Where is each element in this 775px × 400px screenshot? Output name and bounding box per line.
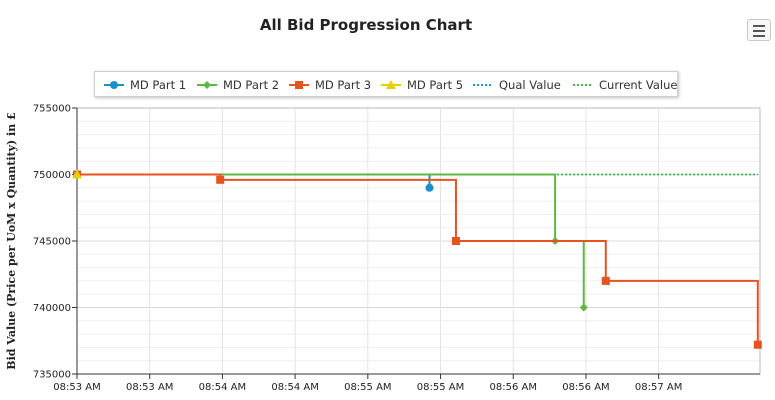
x-tick-label: 08:55 AM bbox=[344, 382, 391, 393]
legend-marker[interactable] bbox=[203, 81, 211, 89]
x-tick-label: 08:54 AM bbox=[199, 382, 246, 393]
data-point[interactable] bbox=[451, 237, 460, 245]
y-tick-label: 735000 bbox=[33, 370, 71, 381]
legend-label: MD Part 2 bbox=[223, 78, 280, 92]
hamburger-menu-icon-bar bbox=[753, 30, 765, 32]
legend-dotted-line-icon bbox=[573, 84, 593, 86]
legend-marker-circle-icon bbox=[104, 81, 124, 89]
data-point[interactable] bbox=[216, 175, 225, 184]
x-tick-label: 08:53 AM bbox=[126, 382, 173, 393]
data-point[interactable] bbox=[579, 303, 588, 312]
legend-marker[interactable] bbox=[110, 81, 118, 89]
y-tick-label: 745000 bbox=[33, 237, 71, 248]
legend-item-qual-value[interactable]: Qual Value bbox=[472, 78, 561, 92]
legend-marker-diamond-icon bbox=[197, 81, 217, 89]
legend-dotted-line-icon bbox=[473, 84, 493, 86]
series-line bbox=[77, 173, 431, 188]
chart-legend: MD Part 1 MD Part 2 MD Part 3 MD Part 5 … bbox=[94, 71, 678, 97]
legend-item-md-part-2[interactable]: MD Part 2 bbox=[196, 78, 282, 92]
legend-label: Qual Value bbox=[499, 78, 561, 92]
grid bbox=[76, 107, 760, 375]
legend-item-current-value[interactable]: Current Value bbox=[572, 78, 677, 92]
legend-marker[interactable] bbox=[386, 80, 396, 89]
y-tick-label: 755000 bbox=[33, 104, 71, 115]
x-tick-label: 08:57 AM bbox=[635, 382, 682, 393]
y-tick-label: 750000 bbox=[33, 170, 71, 181]
legend-label: Current Value bbox=[599, 78, 678, 92]
chart-title: All Bid Progression Chart bbox=[259, 16, 473, 34]
y-axis-title: Bid Value (Price per UoM x Quantity) in … bbox=[5, 112, 18, 369]
x-tick-label: 08:55 AM bbox=[417, 382, 464, 393]
hamburger-menu-icon bbox=[753, 25, 765, 27]
hamburger-menu-icon-bar bbox=[753, 35, 765, 37]
legend-item-md-part-1[interactable]: MD Part 1 bbox=[103, 78, 189, 92]
legend-marker[interactable] bbox=[295, 81, 303, 89]
legend-item-md-part-5[interactable]: MD Part 5 bbox=[380, 78, 466, 92]
series-md-part-5 bbox=[72, 169, 82, 179]
data-point[interactable] bbox=[601, 276, 610, 285]
y-tick-label: 740000 bbox=[33, 303, 71, 314]
x-tick-label: 08:56 AM bbox=[490, 382, 537, 393]
series-line bbox=[77, 173, 759, 345]
legend-marker-triangle-icon bbox=[381, 80, 401, 89]
legend-marker-square-icon bbox=[289, 81, 309, 89]
chart-menu-button[interactable] bbox=[747, 19, 771, 41]
legend-item-md-part-3[interactable]: MD Part 3 bbox=[288, 78, 374, 92]
legend-label: MD Part 1 bbox=[130, 78, 187, 92]
x-tick-label: 08:56 AM bbox=[562, 382, 609, 393]
x-tick-label: 08:54 AM bbox=[271, 382, 318, 393]
legend-label: MD Part 5 bbox=[407, 78, 464, 92]
data-point[interactable] bbox=[753, 340, 762, 349]
data-point[interactable] bbox=[425, 183, 434, 192]
x-tick-label: 08:53 AM bbox=[53, 382, 100, 393]
legend-label: MD Part 3 bbox=[315, 78, 372, 92]
data-point[interactable] bbox=[72, 169, 82, 179]
